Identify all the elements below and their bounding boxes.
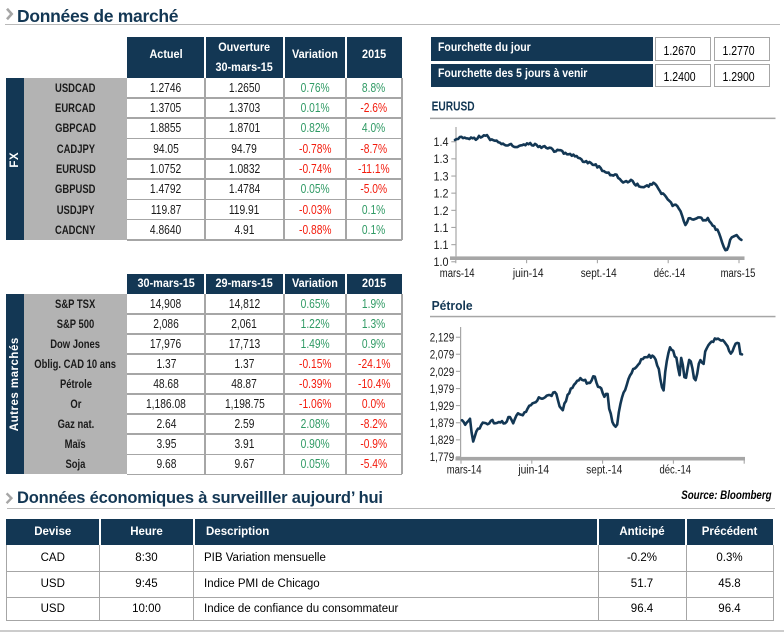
svg-text:1.4: 1.4 (434, 135, 449, 149)
svg-text:mars-15: mars-15 (721, 268, 756, 280)
svg-text:1.2: 1.2 (434, 187, 449, 201)
svg-text:1,979: 1,979 (430, 382, 455, 396)
svg-text:mars-14: mars-14 (447, 465, 482, 477)
svg-text:1,929: 1,929 (430, 399, 455, 413)
svg-text:déc.-14: déc.-14 (654, 268, 686, 280)
svg-text:sept.-14: sept.-14 (581, 268, 618, 280)
svg-text:1,829: 1,829 (430, 433, 455, 447)
svg-text:2,079: 2,079 (430, 348, 455, 362)
svg-text:1.3: 1.3 (434, 169, 449, 183)
svg-text:1.2: 1.2 (434, 204, 449, 218)
svg-text:EURUSD: EURUSD (432, 98, 475, 113)
svg-text:Pétrole: Pétrole (432, 298, 473, 313)
svg-text:1,779: 1,779 (430, 450, 455, 464)
svg-text:juin-14: juin-14 (517, 465, 549, 477)
svg-text:2,129: 2,129 (430, 331, 455, 345)
svg-text:sept.-14: sept.-14 (586, 465, 623, 477)
svg-text:1.1: 1.1 (434, 238, 449, 252)
svg-text:1.3: 1.3 (434, 152, 449, 166)
svg-text:1.0: 1.0 (434, 255, 449, 269)
svg-text:1.1: 1.1 (434, 221, 449, 235)
svg-text:déc.-14: déc.-14 (660, 465, 692, 477)
svg-text:juin-14: juin-14 (512, 268, 544, 280)
svg-text:2,029: 2,029 (430, 365, 455, 379)
svg-text:mars-14: mars-14 (440, 268, 475, 280)
svg-text:1,879: 1,879 (430, 416, 455, 430)
